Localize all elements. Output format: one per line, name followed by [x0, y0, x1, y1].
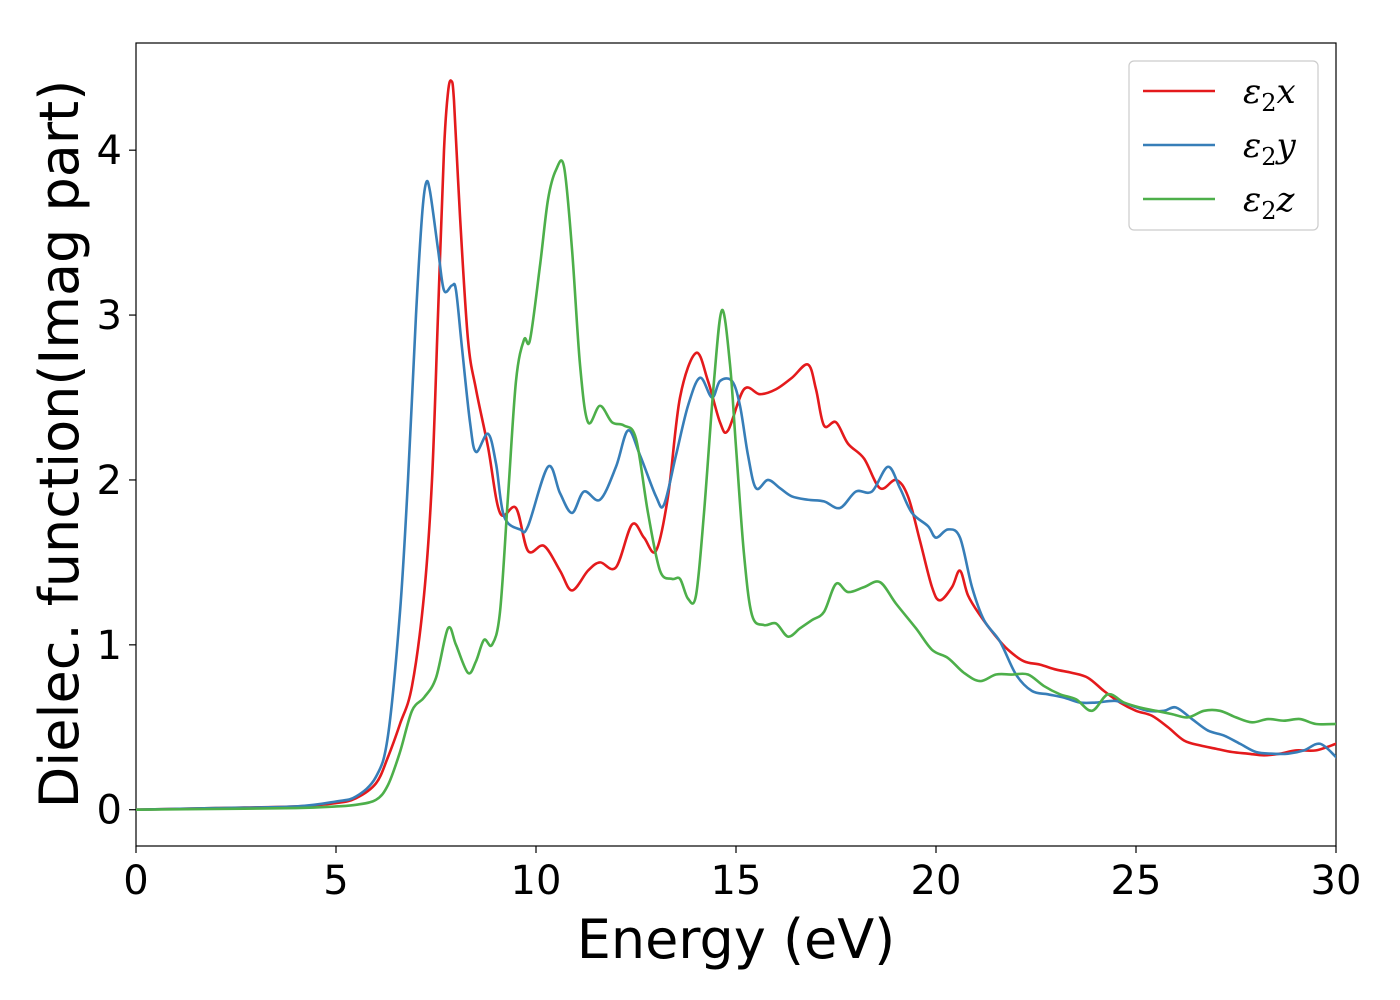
x-tick-label: 15	[711, 858, 762, 904]
legend-label-y: ε2y	[1243, 126, 1297, 171]
y-tick-label: 2	[97, 458, 122, 504]
legend: ε2x ε2y ε2z	[1128, 60, 1319, 231]
x-tick-label: 0	[123, 858, 148, 904]
y-axis: 0 1 2 3 4	[97, 128, 136, 834]
x-tick-label: 5	[323, 858, 348, 904]
y-tick-label: 0	[97, 788, 122, 834]
y-tick-label: 1	[97, 623, 122, 669]
x-axis: 0 5 10 15 20 25 30	[123, 846, 1361, 904]
y-tick-label: 4	[97, 128, 122, 174]
y-axis-label: Dielec. function(Imag part)	[28, 80, 91, 809]
x-tick-label: 30	[1311, 858, 1362, 904]
series-curves	[136, 79, 1336, 812]
x-tick-label: 20	[911, 858, 962, 904]
y-tick-label: 3	[97, 293, 122, 339]
legend-box	[1128, 60, 1319, 231]
legend-label-z: ε2z	[1243, 180, 1296, 225]
x-tick-label: 10	[511, 858, 562, 904]
x-tick-label: 25	[1111, 858, 1162, 904]
x-axis-label: Energy (eV)	[577, 908, 896, 971]
legend-label-x: ε2x	[1243, 72, 1296, 117]
series-line-z	[136, 159, 1336, 812]
